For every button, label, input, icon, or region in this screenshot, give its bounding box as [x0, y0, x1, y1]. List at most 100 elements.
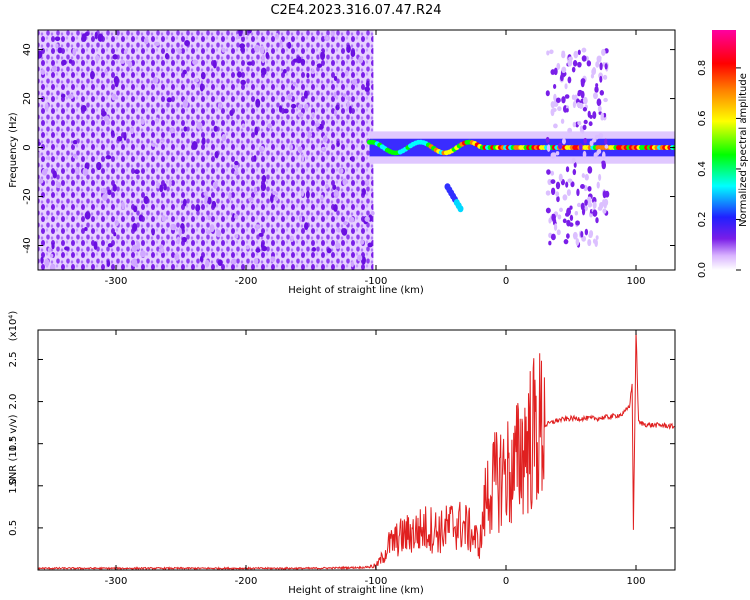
band-speck [593, 152, 598, 159]
noise-speck [38, 141, 41, 146]
noise-speck [217, 259, 223, 266]
band-speck [571, 157, 576, 164]
band-speck [601, 160, 606, 165]
band-speck [586, 196, 592, 204]
noise-speck [260, 182, 267, 192]
band-speck [565, 166, 570, 173]
band-speck [569, 205, 573, 210]
band-speck [549, 49, 554, 55]
noise-speck [51, 242, 55, 250]
band-speck [589, 140, 594, 147]
noise-speck [300, 58, 306, 65]
figure-title: C2E4.2023.316.07.47.R24 [270, 3, 441, 18]
noise-speck [72, 47, 77, 57]
noise-speck [304, 222, 309, 230]
noise-speck [212, 60, 217, 69]
spectrogram-region-signal-track [366, 131, 675, 164]
snr-frame [37, 329, 676, 571]
noise-speck [104, 68, 108, 76]
noise-speck [116, 135, 123, 142]
noise-speck [101, 187, 107, 194]
band-speck [602, 208, 607, 214]
noise-speck [151, 228, 155, 236]
band-speck [545, 136, 550, 144]
band-speck [599, 62, 603, 71]
noise-speck [348, 105, 352, 114]
band-speck [557, 106, 562, 112]
noise-speck [153, 41, 160, 46]
noise-speck [297, 146, 303, 154]
noise-speck [143, 37, 149, 45]
noise-speck [209, 224, 215, 233]
noise-speck [332, 184, 337, 190]
noise-speck [114, 80, 119, 88]
band-speck [587, 238, 592, 247]
noise-speck [344, 69, 349, 77]
snr-x-label: Height of straight line (km) [288, 585, 424, 596]
noise-speck [110, 130, 115, 137]
band-speck [598, 173, 602, 181]
noise-speck [234, 160, 239, 166]
band-speck [581, 173, 585, 179]
noise-speck [247, 30, 252, 34]
noise-speck [199, 255, 204, 263]
noise-speck [152, 76, 159, 84]
noise-speck [301, 154, 305, 163]
band-speck [591, 68, 596, 76]
band-speck [560, 73, 564, 82]
noise-speck [216, 229, 221, 238]
snr-y-label: SNR (10 * v/v) [8, 414, 19, 485]
noise-speck [131, 244, 138, 253]
noise-speck [49, 253, 54, 258]
noise-speck [213, 125, 218, 132]
colorbar-gradient [712, 30, 736, 270]
noise-speck [357, 254, 363, 262]
noise-speck [324, 34, 330, 42]
noise-speck [176, 236, 180, 245]
x-tick-label: 0 [503, 276, 509, 287]
band-speck [588, 121, 593, 127]
band-speck [561, 51, 566, 59]
noise-speck [111, 93, 117, 101]
noise-speck [130, 126, 134, 135]
noise-speck [234, 170, 239, 176]
band-speck [580, 78, 586, 84]
noise-speck [272, 190, 277, 196]
noise-speck [245, 245, 250, 250]
band-speck [546, 144, 551, 152]
noise-speck [316, 63, 323, 68]
band-speck [546, 169, 551, 175]
noise-speck [143, 196, 149, 204]
band-speck [567, 178, 573, 183]
noise-speck [352, 78, 358, 86]
band-speck [555, 181, 561, 190]
noise-speck [341, 228, 348, 236]
band-speck [582, 96, 588, 105]
noise-speck [67, 93, 74, 100]
noise-speck [298, 215, 303, 222]
band-speck [553, 67, 558, 76]
noise-speck [49, 263, 56, 270]
noise-speck [346, 44, 351, 53]
band-speck [589, 114, 593, 119]
noise-speck [335, 242, 341, 249]
band-speck [592, 111, 597, 119]
spectrogram-frame [37, 29, 676, 271]
noise-speck [84, 162, 90, 170]
noise-speck [136, 241, 140, 250]
band-speck [568, 56, 573, 61]
band-speck [562, 194, 568, 201]
band-speck [565, 212, 570, 217]
noise-speck [350, 261, 354, 268]
noise-speck [140, 250, 146, 258]
band-speck [545, 190, 551, 196]
band-speck [582, 150, 587, 159]
band-speck [574, 211, 579, 216]
noise-speck [132, 205, 138, 213]
noise-speck [134, 169, 140, 175]
noise-speck [119, 59, 125, 64]
noise-speck [297, 104, 302, 111]
noise-speck [164, 53, 170, 60]
spectrogram-x-label: Height of straight line (km) [288, 285, 424, 296]
